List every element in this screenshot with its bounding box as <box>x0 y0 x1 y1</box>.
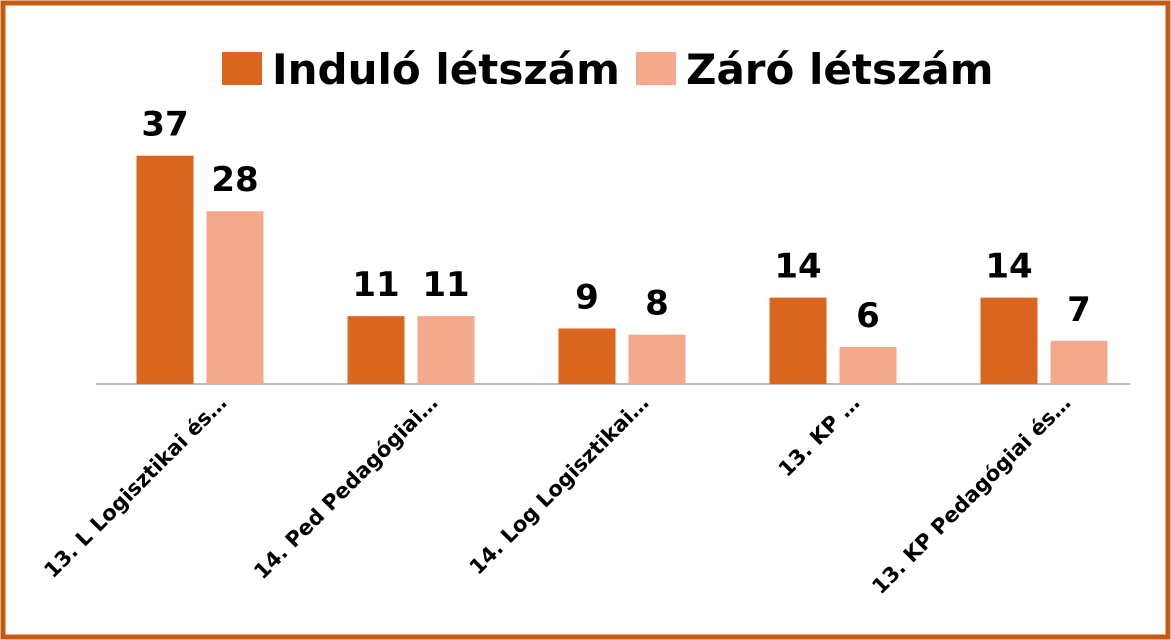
bar <box>839 346 897 384</box>
value-label: 8 <box>645 284 669 324</box>
value-label: 37 <box>141 105 188 145</box>
bar <box>980 297 1038 384</box>
bar <box>769 297 827 384</box>
value-label: 9 <box>575 277 599 317</box>
value-label: 11 <box>352 265 399 305</box>
bar <box>206 211 264 384</box>
value-label: 14 <box>985 247 1032 287</box>
bar <box>1050 340 1108 384</box>
value-label: 11 <box>422 265 469 305</box>
value-label: 7 <box>1067 290 1091 330</box>
value-label: 28 <box>211 160 258 200</box>
legend-swatch <box>222 52 262 85</box>
value-label: 14 <box>774 247 821 287</box>
bar <box>417 316 475 384</box>
value-label: 6 <box>856 296 880 336</box>
bar <box>628 334 686 384</box>
legend-label: Záró létszám <box>686 45 994 94</box>
bar <box>347 316 405 384</box>
bar <box>136 155 194 384</box>
legend-label: Induló létszám <box>272 45 620 94</box>
bar <box>558 328 616 384</box>
legend-swatch <box>636 52 676 85</box>
